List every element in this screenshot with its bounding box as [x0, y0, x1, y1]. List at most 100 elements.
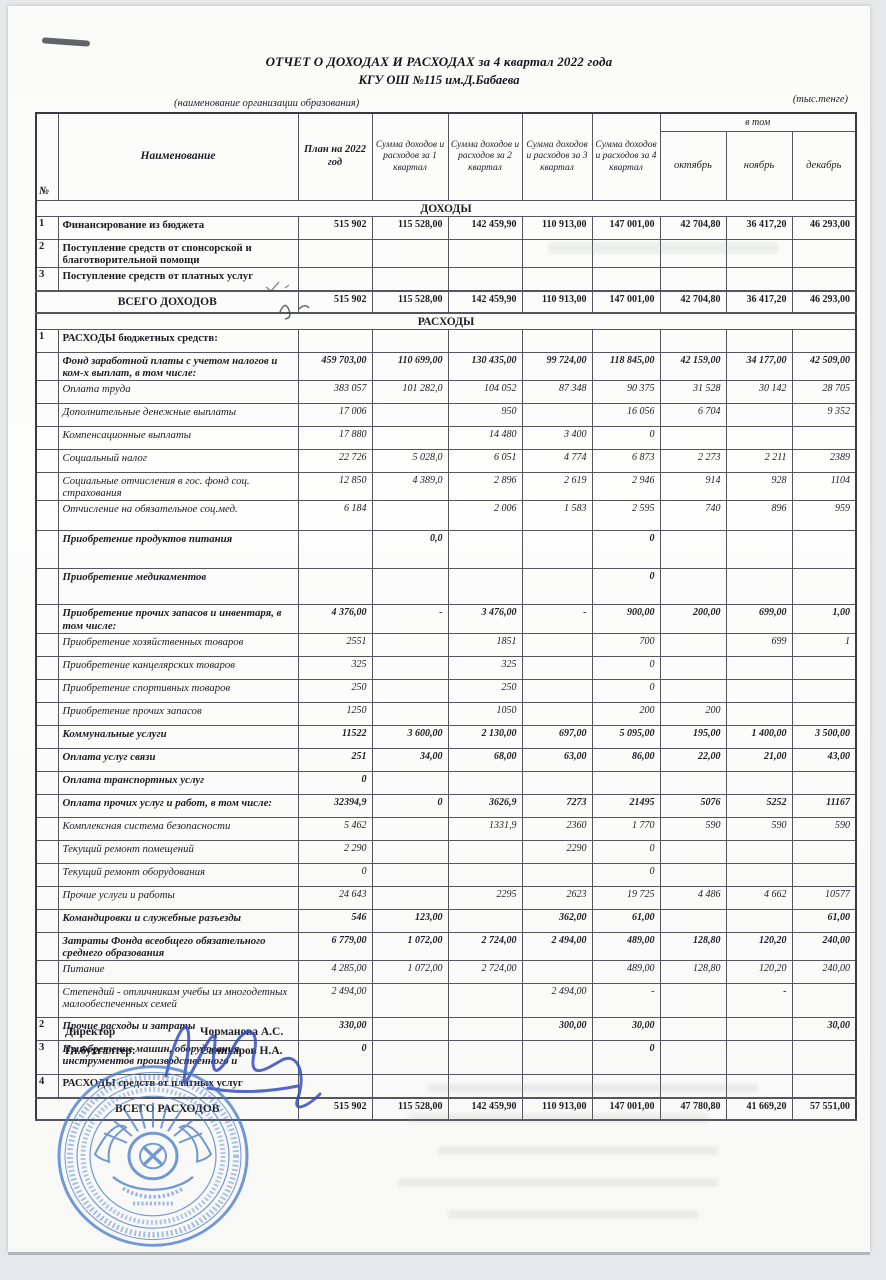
value-cell	[659, 329, 727, 354]
value-cell	[521, 655, 593, 680]
row-name-cell: Питание	[57, 959, 299, 984]
value-cell: 16 056	[591, 403, 661, 428]
value-cell	[659, 238, 727, 269]
table-row: 1 РАСХОДЫ бюджетных средств:	[35, 329, 857, 354]
director-name: Чорманова А.С.	[200, 1026, 284, 1038]
value-cell: 1 400,00	[725, 724, 793, 749]
value-cell: 6 051	[447, 449, 523, 474]
value-cell: 6 184	[297, 500, 373, 532]
value-cell: 5252	[725, 793, 793, 818]
value-cell: 63,00	[521, 747, 593, 772]
row-number-cell	[35, 816, 59, 841]
value-cell	[725, 770, 793, 795]
value-cell	[447, 770, 523, 795]
value-cell	[725, 701, 793, 726]
value-cell: 120,20	[725, 931, 793, 961]
value-cell: 0	[591, 530, 661, 570]
bleed-through-text	[438, 1146, 718, 1155]
table-row: Оплата услуг связи 251 34,00 68,00 63,00 86,0…	[35, 747, 857, 772]
value-cell	[447, 568, 523, 606]
row-name-cell: Оплата услуг связи	[57, 747, 299, 772]
value-cell: 240,00	[791, 931, 857, 961]
value-cell: 4 486	[659, 885, 727, 910]
accountant-row: Гл.бухгалтер: Салихаров Н.А.	[65, 1045, 400, 1057]
row-number-cell	[35, 839, 59, 864]
table-row: 3 Поступление средств от платных услуг	[35, 267, 857, 292]
value-cell	[371, 678, 449, 703]
value-cell	[371, 862, 449, 887]
value-cell: 9 352	[791, 403, 857, 428]
value-cell	[725, 238, 793, 269]
value-cell: 5 462	[297, 816, 373, 841]
value-cell: 740	[659, 500, 727, 532]
row-number-cell: 3	[35, 267, 59, 292]
value-cell: 2 494,00	[521, 982, 593, 1018]
value-cell: 2 724,00	[447, 931, 523, 961]
value-cell	[659, 770, 727, 795]
value-cell	[447, 530, 523, 570]
value-cell: 90 375	[591, 380, 661, 405]
value-cell: 110 699,00	[371, 352, 449, 382]
value-cell: 1250	[297, 701, 373, 726]
value-cell: 2389	[791, 449, 857, 474]
value-cell: 86,00	[591, 747, 661, 772]
pen-dash-mark	[41, 37, 91, 47]
value-cell	[659, 530, 727, 570]
value-cell	[521, 632, 593, 657]
header-q1: Сумма доходов и расходов за 1 квартал	[371, 112, 449, 201]
value-cell: 31 528	[659, 380, 727, 405]
value-cell: 5 095,00	[591, 724, 661, 749]
total-value-cell: 47 780,80	[659, 1096, 727, 1121]
value-cell	[521, 770, 593, 795]
currency-note: (тыс.тенге)	[792, 94, 848, 105]
table-row: 2 Поступление средств от спонсорской и бл…	[35, 238, 857, 269]
value-cell	[659, 267, 727, 292]
value-cell: 2551	[297, 632, 373, 657]
table-row: Коммунальные услуги 11522 3 600,00 2 130,00…	[35, 724, 857, 749]
row-name-cell: Командировки и служебные разъезды	[57, 908, 299, 933]
value-cell: 30 142	[725, 380, 793, 405]
value-cell: 251	[297, 747, 373, 772]
value-cell: 43,00	[791, 747, 857, 772]
table-row: Комплексная система безопасности 5 462 133…	[35, 816, 857, 841]
table-row: Оплата прочих услуг и работ, в том числе…	[35, 793, 857, 818]
value-cell: 950	[447, 403, 523, 428]
value-cell	[521, 862, 593, 887]
signature-block: Директор Чорманова А.С. Гл.бухгалтер: Са…	[65, 1026, 400, 1064]
value-cell: 5 028,0	[371, 449, 449, 474]
row-name-cell: Затраты Фонда всеобщего обязательного ср…	[57, 931, 299, 961]
table-header-row-top: № Наименование План на 2022 год Сумма до…	[35, 112, 857, 201]
value-cell: 24 643	[297, 885, 373, 910]
row-number-cell	[35, 724, 59, 749]
value-cell: 36 417,20	[725, 216, 793, 240]
value-cell: -	[521, 604, 593, 634]
value-cell: 3626,9	[447, 793, 523, 818]
value-cell: 200,00	[659, 604, 727, 634]
value-cell	[725, 329, 793, 354]
value-cell	[447, 908, 523, 933]
value-cell: 0	[591, 862, 661, 887]
value-cell	[521, 238, 593, 269]
value-cell: 2295	[447, 885, 523, 910]
row-name-cell: Финансирование из бюджета	[57, 216, 299, 240]
value-cell: 6 873	[591, 449, 661, 474]
organization-caption: (наименование организации образования)	[173, 98, 360, 109]
value-cell	[521, 678, 593, 703]
value-cell	[791, 238, 857, 269]
value-cell	[371, 632, 449, 657]
value-cell	[591, 267, 661, 292]
value-cell: 914	[659, 472, 727, 502]
value-cell: 142 459,90	[447, 216, 523, 240]
value-cell: 2623	[521, 885, 593, 910]
row-name-cell: Оплата прочих услуг и работ, в том числе…	[57, 793, 299, 818]
report-table-body: ДОХОДЫ 1 Финансирование из бюджета 515 902 1…	[35, 200, 857, 1121]
value-cell: 3 476,00	[447, 604, 523, 634]
total-value-cell: 515 902	[297, 290, 373, 315]
section-band-label: ДОХОДЫ	[35, 200, 857, 217]
value-cell: 0	[591, 678, 661, 703]
row-number-cell: 2	[35, 1016, 59, 1041]
organization-name: КГУ ОШ №115 им.Д.Бабаева	[358, 73, 520, 87]
director-row: Директор Чорманова А.С.	[65, 1026, 400, 1038]
value-cell	[725, 267, 793, 292]
value-cell: 250	[297, 678, 373, 703]
